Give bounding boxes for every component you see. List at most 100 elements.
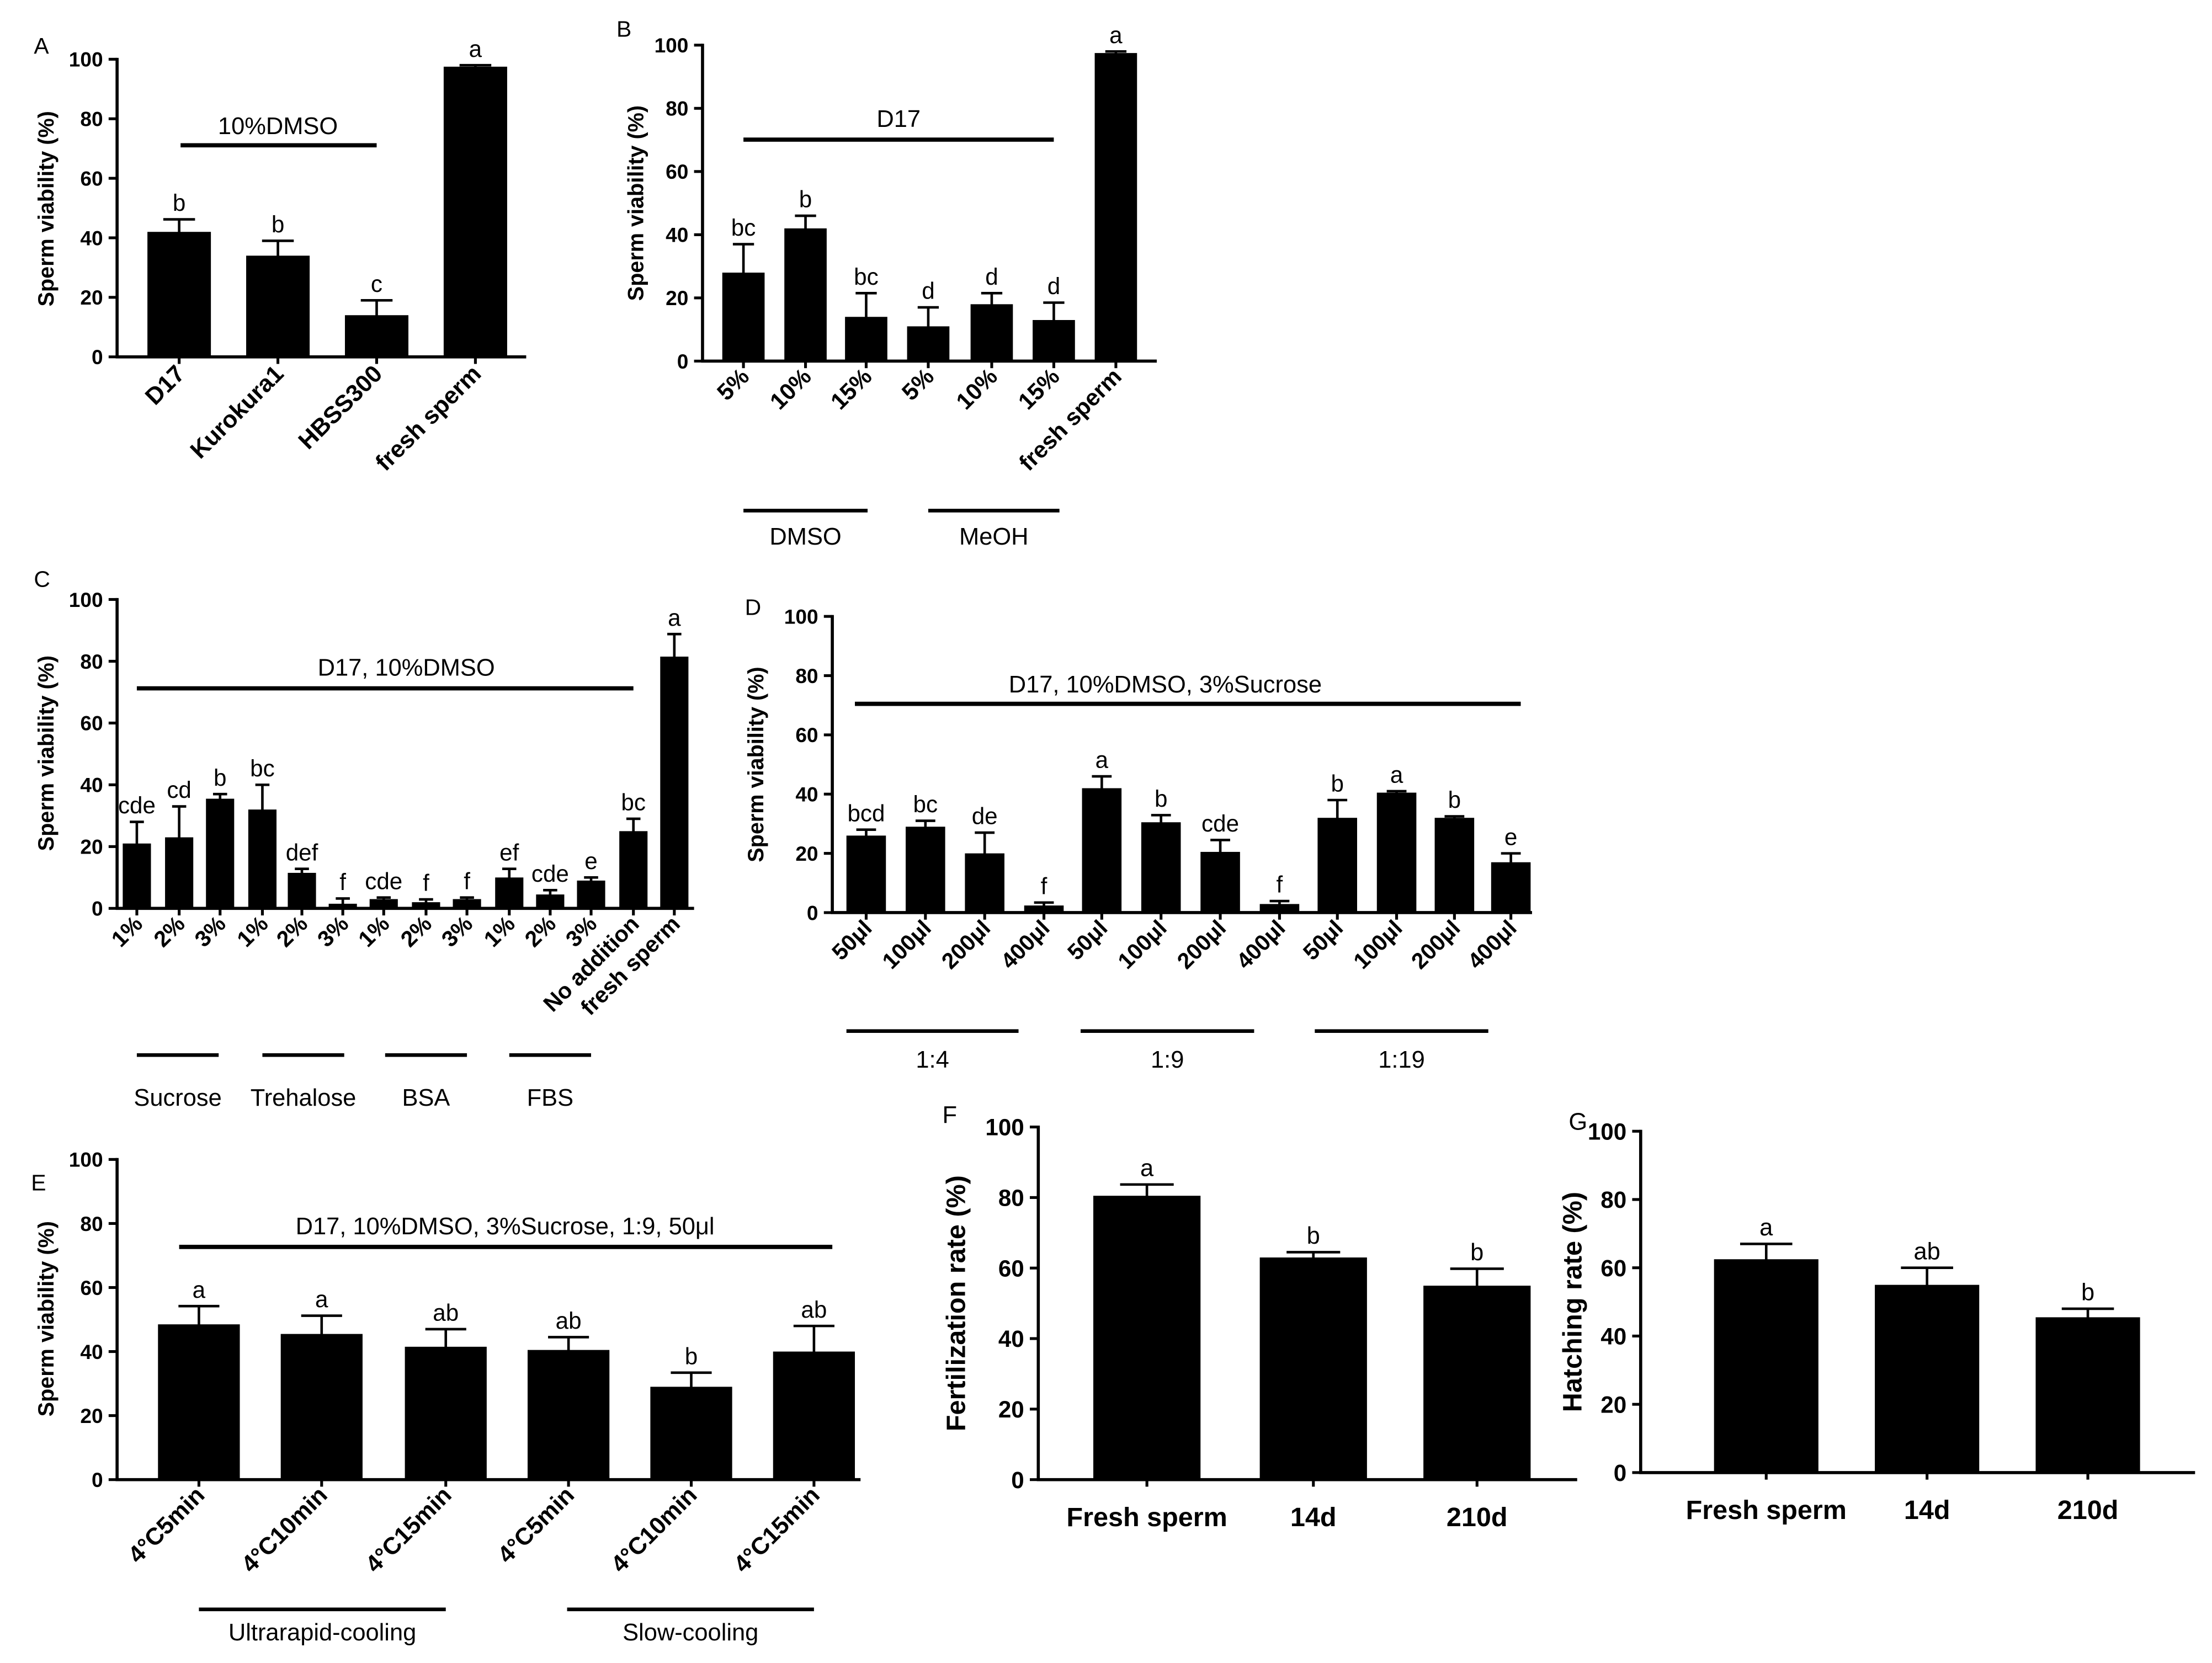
significance-letter: a — [193, 1277, 206, 1303]
group-label: D17, 10%DMSO, 3%Sucrose, 1:9, 50μl — [296, 1213, 715, 1240]
significance-letter: e — [584, 848, 597, 874]
significance-letter: cde — [118, 792, 156, 818]
panel-g: G Hatching rate (%) a Fresh sperm ab 14d b 210d… — [1557, 1109, 2195, 1525]
x-tick-label: 1% — [107, 911, 147, 952]
bar — [1200, 851, 1240, 913]
error-bar — [917, 306, 939, 328]
bar — [1141, 822, 1181, 913]
y-tick-label: 60 — [80, 1276, 103, 1299]
bar — [123, 843, 151, 909]
subgroup-label: FBS — [527, 1085, 573, 1111]
y-tick-label: 80 — [998, 1185, 1024, 1211]
x-tick-label: 200μl — [1406, 915, 1465, 974]
error-bar — [856, 828, 876, 837]
y-tick-label: 60 — [998, 1255, 1024, 1281]
bar — [527, 1350, 610, 1480]
bar — [165, 837, 194, 909]
error-bar — [543, 888, 557, 896]
x-tick-label: 10% — [951, 363, 1002, 414]
x-tick-label: Fresh sperm — [1686, 1495, 1847, 1525]
x-tick-label: 5% — [897, 363, 939, 405]
y-tick-label: 60 — [795, 723, 818, 747]
bar — [1317, 818, 1357, 913]
significance-letter: b — [1470, 1239, 1483, 1266]
error-bar — [732, 243, 754, 274]
error-bar — [793, 1324, 834, 1353]
bar — [846, 835, 886, 913]
x-tick-label: Kurokura1 — [185, 360, 289, 464]
significance-letter: bc — [854, 264, 879, 290]
panel-letter: F — [942, 1102, 957, 1128]
bar — [369, 899, 398, 909]
error-bar — [1327, 798, 1348, 819]
y-tick-label: 60 — [1600, 1255, 1626, 1281]
error-bar — [1901, 1266, 1953, 1287]
y-tick-label: 60 — [666, 160, 688, 183]
significance-letter: bc — [621, 790, 646, 815]
x-tick-label: 100μl — [1348, 915, 1407, 974]
bar — [970, 304, 1013, 361]
y-tick-label: 40 — [795, 783, 818, 806]
y-tick-label: 100 — [69, 1148, 103, 1171]
significance-letter: a — [315, 1286, 328, 1312]
error-bar — [626, 817, 641, 833]
bar — [907, 326, 950, 361]
significance-letter: a — [1140, 1155, 1154, 1181]
bar — [1093, 1196, 1201, 1480]
x-tick-label: 3% — [437, 911, 477, 952]
y-tick-label: 0 — [1011, 1467, 1024, 1493]
panel-f: F Fertilization rate (%) a Fresh sperm b 14d b… — [941, 1102, 1577, 1532]
panel-c: C Sperm viability (%) cde 1% cd 2% b 3% bc 1% def 2… — [34, 566, 694, 1111]
error-bar — [1386, 790, 1407, 795]
significance-letter: b — [1448, 787, 1461, 813]
subgroup-label: Ultrarapid-cooling — [228, 1619, 416, 1646]
error-bar — [1105, 50, 1127, 55]
bar — [248, 809, 276, 909]
subgroup-label: 1:19 — [1378, 1047, 1425, 1073]
bar — [147, 232, 211, 357]
x-tick-label: 100μl — [1113, 915, 1171, 974]
error-bar — [262, 239, 294, 257]
significance-letter: cd — [167, 777, 192, 803]
significance-letter: d — [922, 278, 934, 304]
error-bar — [130, 820, 144, 845]
panel-b: B Sperm viability (%) bc 5% b 10% bc 15% d 5% d 10%… — [616, 16, 1157, 550]
subgroup-label: BSA — [402, 1085, 450, 1111]
significance-letter: ab — [556, 1308, 582, 1334]
error-bar — [2061, 1307, 2114, 1319]
error-bar — [419, 898, 433, 904]
significance-letter: bc — [731, 215, 756, 241]
subgroup-label: MeOH — [959, 524, 1028, 550]
x-tick-label: 50μl — [1298, 915, 1348, 965]
significance-letter: c — [371, 271, 382, 297]
error-bar — [548, 1336, 589, 1352]
y-tick-label: 80 — [795, 664, 818, 687]
x-tick-label: 210d — [1447, 1502, 1508, 1532]
bar — [2035, 1317, 2140, 1473]
error-bar — [1286, 1251, 1341, 1259]
error-bar — [459, 63, 492, 68]
error-bar — [1151, 814, 1171, 824]
x-tick-label: 2% — [520, 911, 561, 952]
x-tick-label: 1% — [479, 911, 520, 952]
bar — [1259, 1257, 1367, 1480]
error-bar — [295, 867, 309, 875]
significance-letter: ef — [499, 839, 519, 865]
error-bar — [584, 876, 598, 882]
y-tick-label: 0 — [807, 901, 818, 924]
significance-letter: b — [1307, 1223, 1320, 1249]
bar — [1094, 53, 1137, 361]
x-tick-label: 200μl — [1172, 915, 1231, 974]
x-tick-label: 2% — [148, 911, 189, 952]
error-bar — [1450, 1267, 1504, 1287]
x-tick-label: 50μl — [827, 915, 876, 965]
bar — [1434, 818, 1475, 913]
significance-letter: a — [469, 36, 482, 62]
error-bar — [855, 292, 877, 318]
x-tick-label: 15% — [826, 363, 877, 414]
significance-letter: b — [1155, 786, 1167, 812]
bar — [328, 903, 357, 909]
y-tick-label: 0 — [92, 345, 103, 369]
error-bar — [671, 1371, 712, 1388]
